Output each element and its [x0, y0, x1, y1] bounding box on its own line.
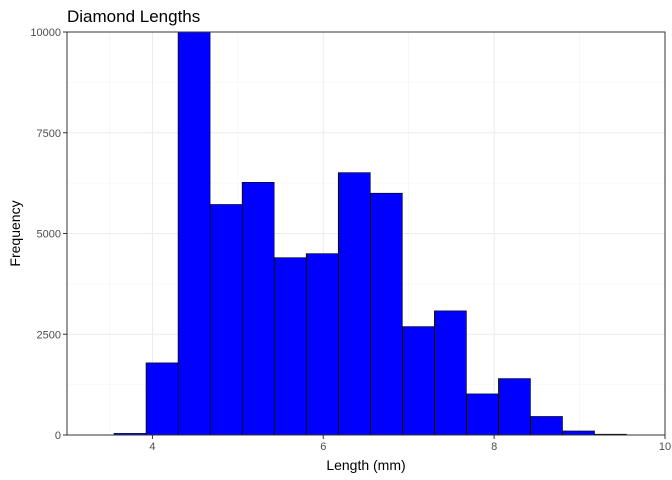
histogram-bar	[241, 182, 275, 436]
histogram-bar	[273, 257, 307, 436]
y-tick-label: 5000	[37, 229, 61, 241]
histogram-bar	[498, 378, 531, 436]
histogram-bar	[337, 172, 371, 436]
histogram-bar	[145, 362, 179, 436]
chart-title: Diamond Lengths	[67, 7, 200, 26]
histogram-bar	[530, 416, 563, 436]
histogram-bar	[369, 192, 403, 436]
histogram-bar	[562, 430, 595, 436]
x-tick-label: 10	[659, 441, 671, 453]
y-axis-title: Frequency	[7, 200, 23, 266]
bars-layer	[113, 31, 627, 436]
y-tick-label: 7500	[37, 128, 61, 140]
y-tick-label: 0	[55, 430, 61, 442]
y-axis: 0 2500 5000 7500 10000	[30, 27, 67, 442]
histogram-bar	[466, 393, 499, 436]
histogram-bar	[177, 31, 211, 436]
x-tick-label: 8	[491, 441, 497, 453]
histogram-bar	[434, 310, 467, 436]
x-tick-label: 6	[320, 441, 326, 453]
x-tick-label: 4	[149, 441, 155, 453]
histogram-bar	[305, 253, 339, 436]
y-tick-label: 2500	[37, 329, 61, 341]
histogram-bar	[209, 204, 243, 436]
x-axis: 4 6 8 10	[149, 435, 671, 453]
histogram-bar	[402, 326, 435, 436]
y-tick-label: 10000	[30, 27, 61, 39]
x-axis-title: Length (mm)	[326, 457, 405, 473]
